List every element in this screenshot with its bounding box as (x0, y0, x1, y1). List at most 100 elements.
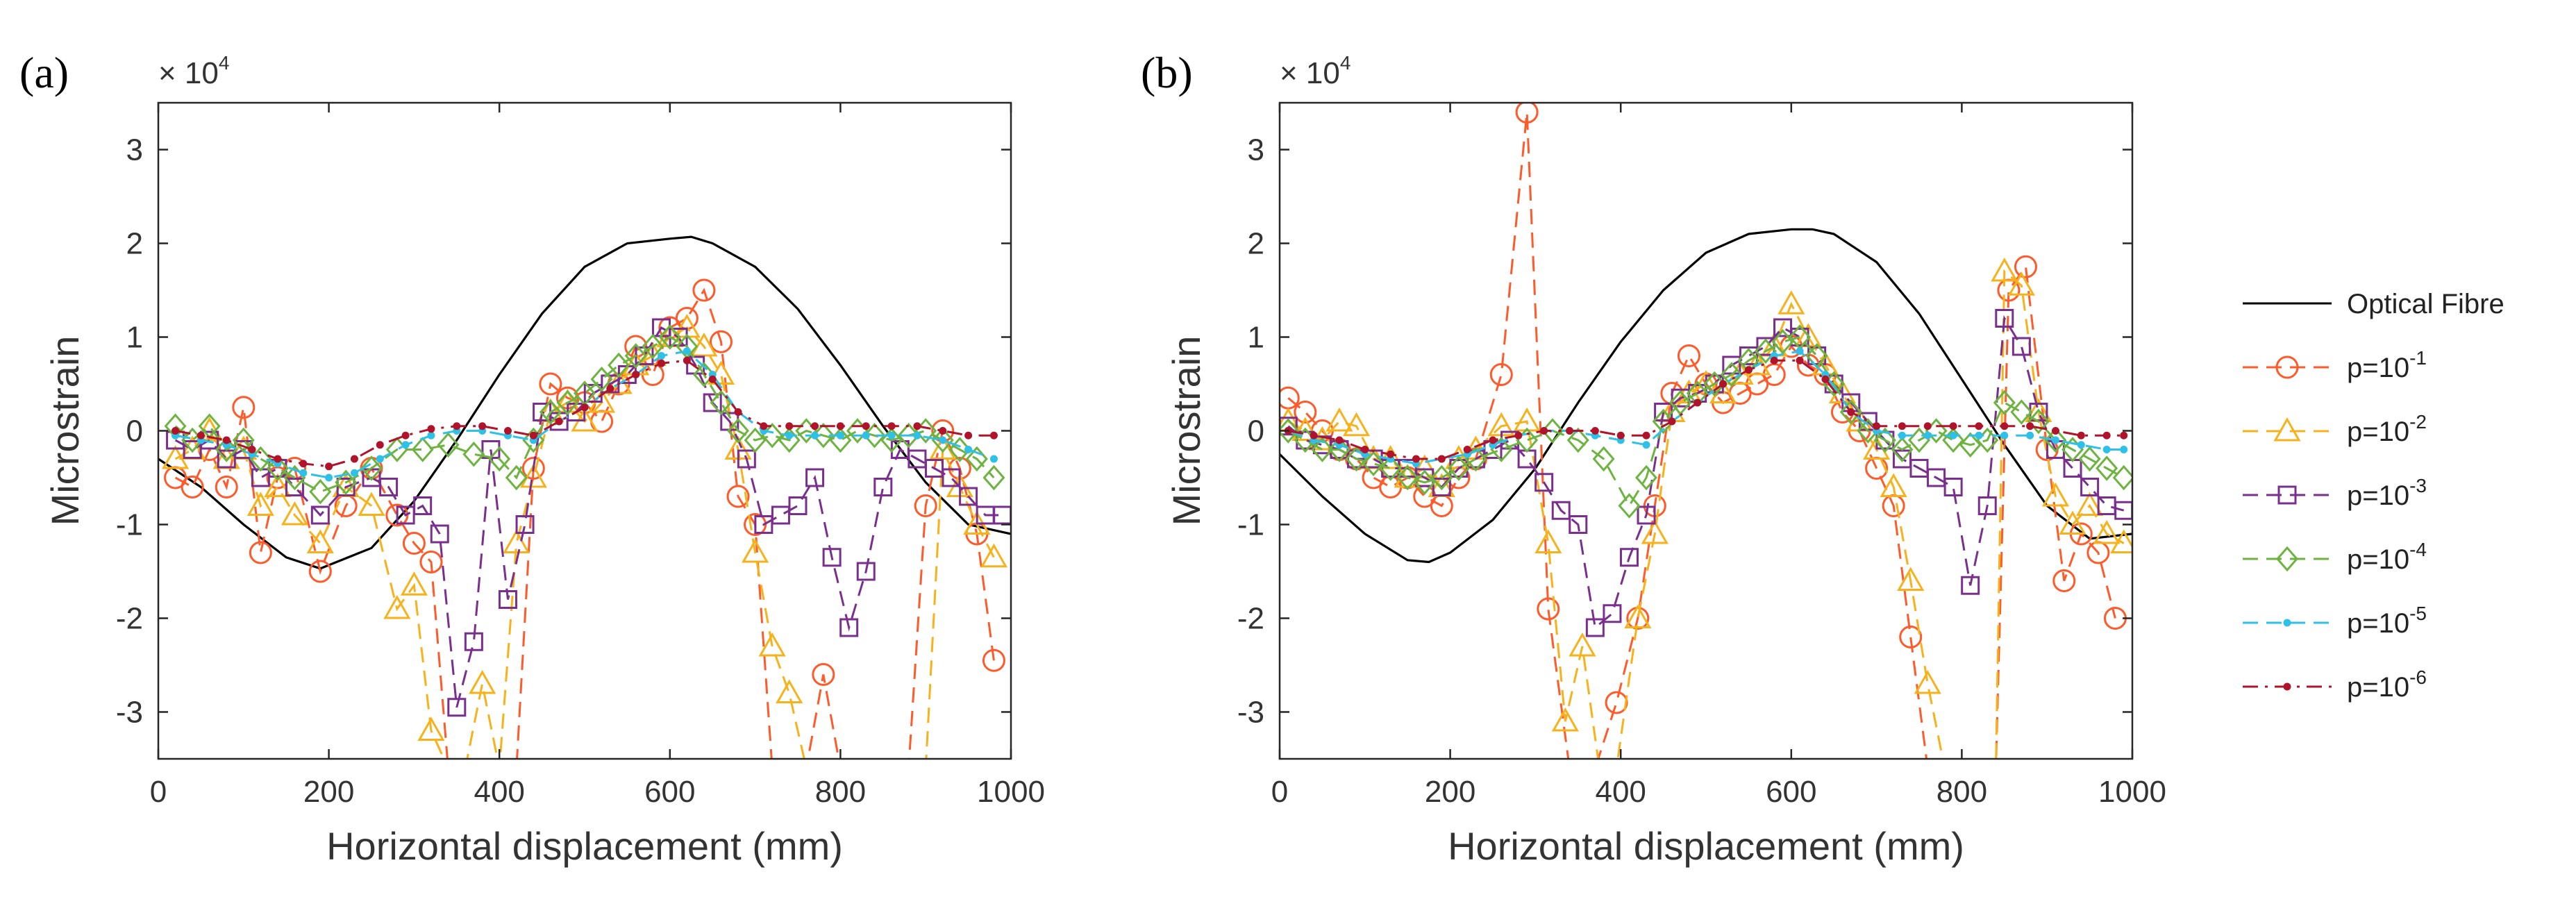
data-point-p1 (215, 476, 238, 498)
data-point-p2 (776, 679, 803, 703)
data-point-p6 (1540, 427, 1548, 435)
data-point-p2 (2007, 271, 2035, 296)
y-tick-label: 0 (1248, 414, 1264, 449)
data-point-p1 (1605, 691, 1628, 714)
data-point-p3 (822, 548, 842, 567)
data-point-p6 (350, 455, 358, 463)
data-point-p6 (606, 385, 614, 393)
data-point-p3 (1977, 496, 1997, 515)
data-point-p2 (2041, 482, 2070, 507)
series-line-p5 (1287, 350, 2124, 465)
data-point-p3 (1619, 548, 1639, 567)
series-line-p4 (1287, 335, 2125, 508)
data-point-p2 (519, 463, 547, 488)
data-point-p2 (1624, 604, 1652, 628)
y-tick-label: 3 (126, 133, 143, 167)
data-point-p6 (964, 431, 973, 439)
data-point-p3 (2080, 478, 2100, 496)
data-point-p5 (887, 431, 896, 439)
data-point-p6 (2077, 431, 2085, 439)
data-point-p5 (683, 347, 691, 355)
data-point-p2 (1342, 412, 1371, 437)
data-point-p4 (1430, 464, 1453, 491)
panel-b: (b) × 104 0 200 400 600 800 1000 -3 -2 -1 0 1 2 3 Horiz… (1141, 48, 2166, 868)
data-point-p6 (1847, 408, 1855, 416)
data-point-p3 (1995, 309, 2014, 328)
data-point-p6 (1335, 436, 1344, 444)
data-point-p6 (2000, 422, 2009, 430)
data-point-p6 (989, 431, 998, 439)
data-point-p4 (1413, 469, 1436, 496)
data-point-p2 (417, 716, 445, 741)
x-tick-label: 600 (644, 775, 695, 809)
y-tick-label: 2 (126, 227, 143, 261)
data-point-p2 (1991, 257, 2018, 282)
data-point-p1 (539, 372, 562, 396)
y-multiplier: × 104 (158, 52, 229, 90)
series-line-p1 (1287, 112, 2116, 759)
data-point-p5 (299, 469, 308, 477)
legend-label: p=10-6 (2347, 667, 2427, 703)
data-point-p2 (1513, 407, 1541, 432)
data-point-p4 (556, 389, 579, 416)
data-point-p2 (690, 332, 718, 357)
data-point-p3 (788, 496, 808, 515)
data-point-p2 (281, 501, 309, 526)
x-tick-label: 400 (1595, 775, 1646, 809)
data-point-p5 (1898, 431, 1906, 439)
data-point-p5 (1642, 441, 1650, 449)
y-tick-label: 3 (1248, 133, 1264, 167)
data-point-p2 (1569, 632, 1596, 657)
data-point-p6 (1949, 422, 1957, 430)
data-point-p1 (709, 330, 733, 353)
data-point-p6 (811, 422, 819, 430)
x-tick-label: 0 (1271, 775, 1288, 809)
data-point-p5 (836, 431, 844, 439)
legend-label: p=10-3 (2347, 475, 2427, 511)
data-point-p4 (658, 324, 681, 350)
data-point-p6 (658, 359, 666, 367)
data-point-p2 (2059, 510, 2086, 535)
data-point-p1 (1899, 626, 1923, 648)
data-point-p5 (913, 431, 921, 439)
series-markers-p3 (166, 318, 1011, 717)
data-point-p5 (401, 441, 410, 449)
data-point-p5 (2102, 446, 2111, 453)
data-point-p2 (1880, 473, 1907, 497)
data-point-p1 (982, 648, 1005, 672)
data-point-p4 (539, 399, 562, 425)
y-axis-label: Microstrain (1164, 336, 1208, 526)
data-point-p5 (1949, 431, 1957, 439)
data-point-p1 (1537, 597, 1560, 621)
data-point-p6 (1387, 450, 1395, 458)
data-point-p4 (608, 352, 630, 378)
legend-swatch-marker (2277, 485, 2297, 505)
data-point-p3 (1603, 604, 1622, 623)
data-point-p4 (1839, 399, 1862, 425)
legend-label: Optical Fibre (2347, 289, 2504, 319)
data-point-p1 (812, 663, 835, 686)
data-point-p1 (249, 541, 272, 564)
data-point-p3 (873, 478, 893, 496)
data-point-p4 (437, 432, 460, 458)
data-point-p4 (1447, 455, 1470, 481)
data-point-p4 (2027, 408, 2050, 435)
legend-item-p4: p=10-4 (2243, 539, 2427, 575)
data-point-p3 (1637, 505, 1656, 525)
data-point-p6 (580, 403, 589, 412)
x-tick-label: 1000 (977, 775, 1045, 809)
data-point-p2 (1914, 669, 1941, 694)
data-point-p1 (232, 396, 256, 419)
data-point-p1 (726, 485, 750, 508)
data-point-p6 (836, 422, 844, 430)
data-point-p3 (336, 478, 356, 496)
data-point-p2 (1551, 707, 1579, 732)
legend-item-p3: p=10-3 (2243, 475, 2427, 511)
data-point-p6 (1437, 455, 1446, 463)
y-tick-label: -2 (116, 602, 143, 636)
data-point-p6 (1770, 356, 1778, 364)
x-tick-label: 200 (1425, 775, 1475, 809)
data-point-p4 (335, 469, 358, 496)
y-axis-label: Microstrain (43, 336, 87, 526)
data-point-p4 (360, 455, 383, 481)
